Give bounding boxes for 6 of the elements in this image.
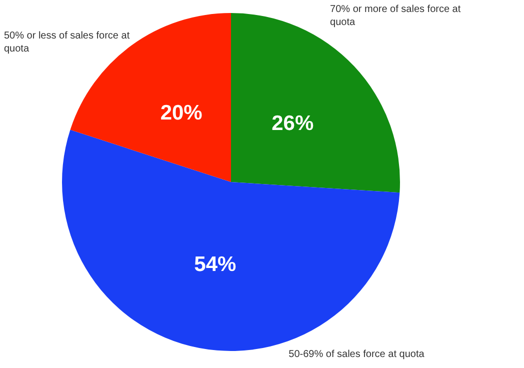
data-label: 20% [160, 101, 203, 124]
slice-label: 50-69% of sales force at quota [288, 348, 425, 360]
slice-label: 70% or more of sales force at quota [330, 4, 461, 28]
slice-label: 50% or less of sales force at quota [4, 30, 130, 54]
data-label: 26% [272, 112, 314, 135]
data-label: 54% [194, 252, 237, 276]
